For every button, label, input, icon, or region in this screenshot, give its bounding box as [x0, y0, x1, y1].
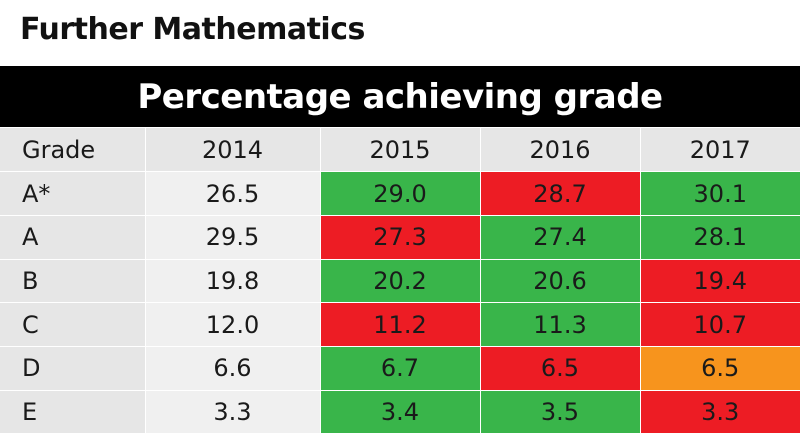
value-cell-2016: 27.4: [479, 215, 640, 260]
table-row: B 19.8 20.2 20.6 19.4: [0, 259, 800, 304]
grade-label: B: [0, 259, 145, 304]
column-header-grade: Grade: [0, 128, 145, 173]
value-cell-2015: 11.2: [319, 302, 480, 347]
value-cell-2015: 20.2: [319, 259, 480, 304]
value-cell-2014: 19.8: [144, 259, 320, 304]
page-title: Further Mathematics: [20, 12, 365, 47]
value-cell-2016: 28.7: [479, 171, 640, 216]
column-header-2015: 2015: [319, 128, 480, 173]
value-cell-2017: 28.1: [639, 215, 800, 260]
grade-label: C: [0, 302, 145, 347]
table-header-row: Grade 2014 2015 2016 2017: [0, 128, 800, 173]
value-cell-2014: 29.5: [144, 215, 320, 260]
column-header-2016: 2016: [479, 128, 640, 173]
value-cell-2015: 3.4: [319, 390, 480, 435]
value-cell-2017: 30.1: [639, 171, 800, 216]
value-cell-2016: 6.5: [479, 346, 640, 391]
grade-label: D: [0, 346, 145, 391]
table-row: A 29.5 27.3 27.4 28.1: [0, 215, 800, 260]
grade-label: E: [0, 390, 145, 435]
value-cell-2016: 11.3: [479, 302, 640, 347]
value-cell-2015: 27.3: [319, 215, 480, 260]
value-cell-2014: 12.0: [144, 302, 320, 347]
value-cell-2017: 19.4: [639, 259, 800, 304]
value-cell-2015: 6.7: [319, 346, 480, 391]
column-header-2017: 2017: [639, 128, 800, 173]
table-row: C 12.0 11.2 11.3 10.7: [0, 302, 800, 347]
column-header-2014: 2014: [144, 128, 320, 173]
value-cell-2017: 3.3: [639, 390, 800, 435]
grade-label: A: [0, 215, 145, 260]
table-row: D 6.6 6.7 6.5 6.5: [0, 346, 800, 391]
value-cell-2014: 3.3: [144, 390, 320, 435]
grade-label: A*: [0, 171, 145, 216]
value-cell-2015: 29.0: [319, 171, 480, 216]
value-cell-2017: 6.5: [639, 346, 800, 391]
value-cell-2014: 26.5: [144, 171, 320, 216]
table-row: A* 26.5 29.0 28.7 30.1: [0, 171, 800, 216]
table-banner: Percentage achieving grade: [0, 66, 800, 127]
grade-table: Grade 2014 2015 2016 2017 A* 26.5 29.0 28.7…: [0, 128, 800, 435]
value-cell-2016: 20.6: [479, 259, 640, 304]
value-cell-2017: 10.7: [639, 302, 800, 347]
grade-table-body: Grade 2014 2015 2016 2017 A* 26.5 29.0 28.7…: [0, 128, 800, 435]
value-cell-2014: 6.6: [144, 346, 320, 391]
value-cell-2016: 3.5: [479, 390, 640, 435]
table-row: E 3.3 3.4 3.5 3.3: [0, 390, 800, 435]
